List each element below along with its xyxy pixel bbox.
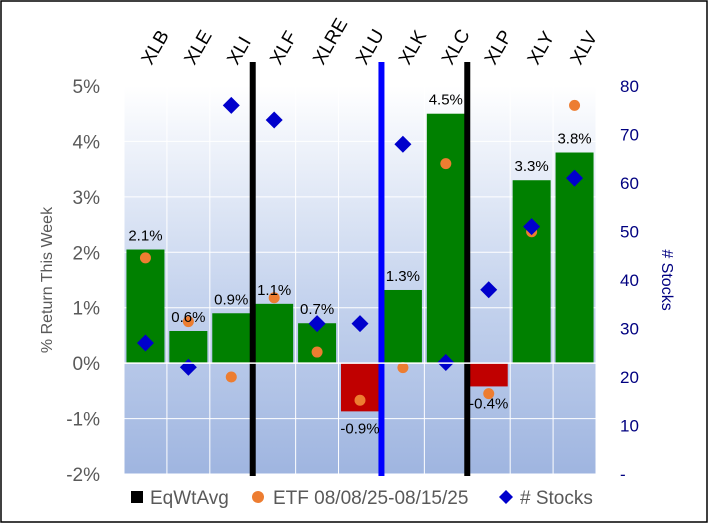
marker-series xyxy=(136,96,584,406)
category-dividers xyxy=(249,62,471,476)
y-tick-label: 5% xyxy=(73,77,101,98)
etf-marker xyxy=(311,346,323,358)
stocks-marker xyxy=(308,315,326,333)
bar-data-label: 1.3% xyxy=(386,268,420,285)
legend-swatch-stocks xyxy=(499,490,513,504)
bar-data-label: 0.7% xyxy=(300,301,334,318)
bar xyxy=(555,152,594,364)
bar-data-label: -0.4% xyxy=(469,395,508,412)
y2-tick-label: 30 xyxy=(620,320,639,339)
bar xyxy=(512,180,551,364)
y2-tick-label: 60 xyxy=(620,174,639,193)
etf-marker xyxy=(139,252,151,264)
legend-swatch-etf xyxy=(252,491,264,503)
y-tick-label: 3% xyxy=(73,188,101,209)
data-labels: 2.1% 0.6% 0.9% 1.1% 0.7% -0.9% 1.3% 4.5% -0.4% 3.… xyxy=(128,92,591,438)
bar xyxy=(426,113,465,364)
stocks-marker xyxy=(523,218,541,236)
stocks-marker xyxy=(222,96,240,114)
y-tick-label: -1% xyxy=(66,410,100,431)
stocks-marker xyxy=(265,111,283,129)
bar xyxy=(469,363,508,387)
legend-label-etf: ETF 08/08/25-08/15/25 xyxy=(273,488,468,509)
bar-data-label: 4.5% xyxy=(429,92,463,109)
stocks-marker xyxy=(394,135,412,153)
legend-swatch-eqwtavg xyxy=(131,491,143,503)
y2-tick-label: 80 xyxy=(620,77,639,96)
y-tick-label: 4% xyxy=(73,132,101,153)
legend-label-stocks: # Stocks xyxy=(520,488,593,509)
stocks-marker xyxy=(566,169,584,187)
stocks-marker xyxy=(480,281,498,299)
y-axis-title: % Return This Week xyxy=(39,206,56,353)
bar-series xyxy=(126,113,594,412)
y-tick-label: 2% xyxy=(73,243,101,264)
etf-marker xyxy=(268,292,280,304)
etf-marker xyxy=(354,394,366,406)
y2-tick-label: 40 xyxy=(620,271,639,290)
legend-label-eqwtavg: EqWtAvg xyxy=(150,488,229,509)
bar xyxy=(212,313,251,364)
etf-marker xyxy=(225,371,237,383)
y-tick-label: 1% xyxy=(73,299,101,320)
y2-tick-label: 50 xyxy=(620,223,639,242)
legend: EqWtAvg ETF 08/08/25-08/15/25 # Stocks xyxy=(131,488,593,509)
y2-tick-label: 20 xyxy=(620,368,639,387)
stocks-marker xyxy=(136,334,154,352)
y2-tick-label: 10 xyxy=(620,417,639,436)
etf-marker xyxy=(440,158,452,170)
bar xyxy=(383,289,422,364)
bar-data-label: 2.1% xyxy=(128,228,162,245)
stocks-marker xyxy=(351,315,369,333)
bar-data-label: 3.3% xyxy=(515,158,549,175)
bar-data-label: 0.9% xyxy=(214,291,248,308)
etf-marker xyxy=(182,316,194,328)
etf-marker xyxy=(569,99,581,111)
bar-data-label: 3.8% xyxy=(557,131,591,148)
y-tick-label: -2% xyxy=(66,465,100,486)
etf-marker xyxy=(483,388,495,400)
bar-data-label: -0.9% xyxy=(340,420,379,437)
y-tick-label: 0% xyxy=(73,354,101,375)
y2-tick-label: - xyxy=(620,465,626,484)
bar-data-label: 1.1% xyxy=(257,282,291,299)
bar-data-label: 0.6% xyxy=(171,309,205,326)
bar xyxy=(169,330,208,364)
bar xyxy=(255,303,294,364)
y2-axis-title: # Stocks xyxy=(658,249,675,310)
etf-marker xyxy=(397,362,409,374)
y2-tick-label: 70 xyxy=(620,126,639,145)
